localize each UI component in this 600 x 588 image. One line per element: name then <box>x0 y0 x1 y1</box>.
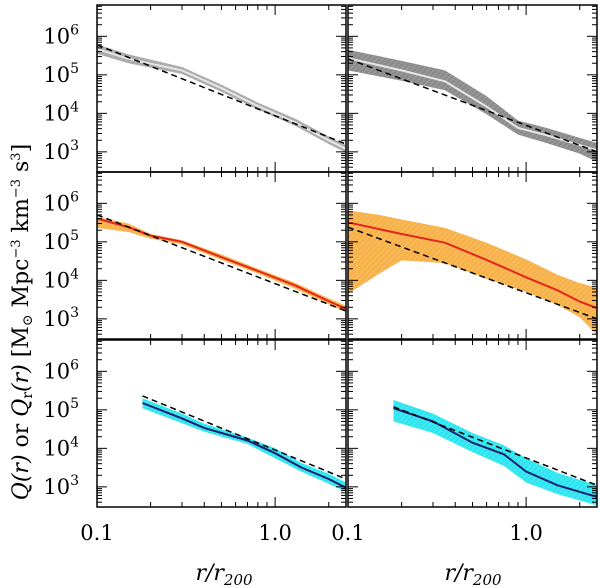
panel-frame-bottom-right <box>347 339 598 508</box>
x-tick-label: 1.0 <box>509 521 542 545</box>
y-label-units-exp: −3 <box>9 239 24 258</box>
y-tick-label-exp: 6 <box>70 357 79 373</box>
y-tick-label-exp: 4 <box>70 434 79 450</box>
y-tick-label-exp: 3 <box>70 305 79 321</box>
y-tick-label-base: 10 <box>43 191 70 215</box>
y-tick-label-base: 10 <box>43 307 70 331</box>
y-tick-label-exp: 3 <box>70 138 79 154</box>
y-tick-label: 106 <box>43 189 79 215</box>
y-tick-label-base: 10 <box>43 101 70 125</box>
band-hatch-bottom-right <box>393 400 597 506</box>
y-tick-label-base: 10 <box>43 140 70 164</box>
x-tick-label: 0.1 <box>331 521 364 545</box>
y-label-units-open: [M <box>9 326 34 364</box>
y-tick-label: 106 <box>43 22 79 48</box>
ticks-bottom-right <box>347 340 597 508</box>
band-hatch-middle-left <box>97 217 346 313</box>
y-label-qr-arg: (r) <box>9 364 34 392</box>
panel-frame-middle-right <box>347 171 598 340</box>
y-label-q: Q(r) <box>9 454 34 500</box>
x-label-main-right: r/r <box>444 561 474 586</box>
y-tick-label-exp: 4 <box>70 99 79 115</box>
panel-frame-bottom-left <box>96 339 347 508</box>
ticks-bottom-left <box>96 340 346 508</box>
plot-area-bottom-left <box>142 395 346 492</box>
x-tick-label: 1.0 <box>258 521 291 545</box>
panels-layer <box>96 4 598 508</box>
fit-line-middle-right <box>348 226 597 320</box>
y-tick-label-exp: 3 <box>70 473 79 489</box>
panel-frame-middle-left <box>96 171 347 340</box>
y-tick-label: 104 <box>43 434 79 460</box>
y-axis-label: Q(r) or Qr(r) [M⊙ Mpc−3 km−3 s3] <box>9 144 36 500</box>
x-axis-label-right: r/r200 <box>444 561 502 588</box>
y-tick-label-exp: 5 <box>70 396 79 412</box>
plot-area-top-left <box>97 44 346 153</box>
y-tick-label-exp: 6 <box>70 22 79 38</box>
ticks-middle-right <box>347 172 597 340</box>
y-tick-label-base: 10 <box>43 436 70 460</box>
y-label-units-close: ] <box>9 144 34 153</box>
y-tick-label: 103 <box>43 473 79 499</box>
band-hatch-top-left <box>97 44 346 153</box>
y-tick-label-base: 10 <box>43 359 70 383</box>
y-tick-label: 105 <box>43 228 79 254</box>
y-tick-label: 103 <box>43 305 79 331</box>
y-tick-label: 105 <box>43 396 79 422</box>
y-label-units-mid: Mpc <box>9 259 34 315</box>
x-label-sub-left: 200 <box>223 571 253 588</box>
fit-line-bottom-left <box>142 395 346 480</box>
y-tick-label-base: 10 <box>43 230 70 254</box>
y-label-units-km: km <box>9 198 34 239</box>
y-label-or: or <box>9 417 34 455</box>
y-tick-label-base: 10 <box>43 63 70 87</box>
y-tick-label-exp: 5 <box>70 61 79 77</box>
y-tick-label: 106 <box>43 357 79 383</box>
y-tick-label-base: 10 <box>43 268 70 292</box>
y-tick-label-base: 10 <box>43 398 70 422</box>
panel-bottom-left <box>96 339 347 508</box>
plot-area-middle-right <box>348 210 597 335</box>
panel-middle-left <box>96 171 347 340</box>
fit-line-bottom-right <box>393 406 597 486</box>
y-label-units-exp3: 3 <box>9 152 24 160</box>
y-tick-label-exp: 5 <box>70 228 79 244</box>
y-tick-label: 104 <box>43 266 79 292</box>
y-label-qr: Q <box>9 399 34 417</box>
y-tick-label-exp: 4 <box>70 266 79 282</box>
fit-line-top-right <box>348 58 597 153</box>
band-hatch-bottom-left <box>142 398 346 492</box>
panel-bottom-right <box>347 339 598 508</box>
y-label-units-s: s <box>9 161 34 179</box>
median-line-middle-right <box>348 221 597 310</box>
y-tick-label: 103 <box>43 138 79 164</box>
y-tick-label-base: 10 <box>43 24 70 48</box>
y-tick-label: 105 <box>43 61 79 87</box>
x-tick-label: 0.1 <box>80 521 113 545</box>
panel-top-right <box>347 4 598 173</box>
plot-area-bottom-right <box>393 400 597 506</box>
y-label-sun-symbol: ⊙ <box>20 314 36 326</box>
x-label-sub-right: 200 <box>472 571 502 588</box>
panel-top-left <box>96 4 347 173</box>
x-axis-label-left: r/r200 <box>195 561 253 588</box>
y-label-units-exp2: −3 <box>9 179 24 198</box>
y-tick-label-base: 10 <box>43 475 70 499</box>
x-label-main-left: r/r <box>195 561 225 586</box>
ticks-top-left <box>96 5 346 173</box>
ticks-top-right <box>347 5 597 173</box>
panel-middle-right <box>347 171 598 340</box>
y-tick-label: 104 <box>43 99 79 125</box>
median-line-bottom-left <box>142 402 346 489</box>
y-tick-label-exp: 6 <box>70 189 79 205</box>
fit-line-top-left <box>97 44 346 145</box>
y-label-qr-sub: r <box>20 392 36 399</box>
fit-line-middle-left <box>97 214 346 312</box>
plot-area-top-right <box>348 49 597 162</box>
plot-area-middle-left <box>97 214 346 313</box>
